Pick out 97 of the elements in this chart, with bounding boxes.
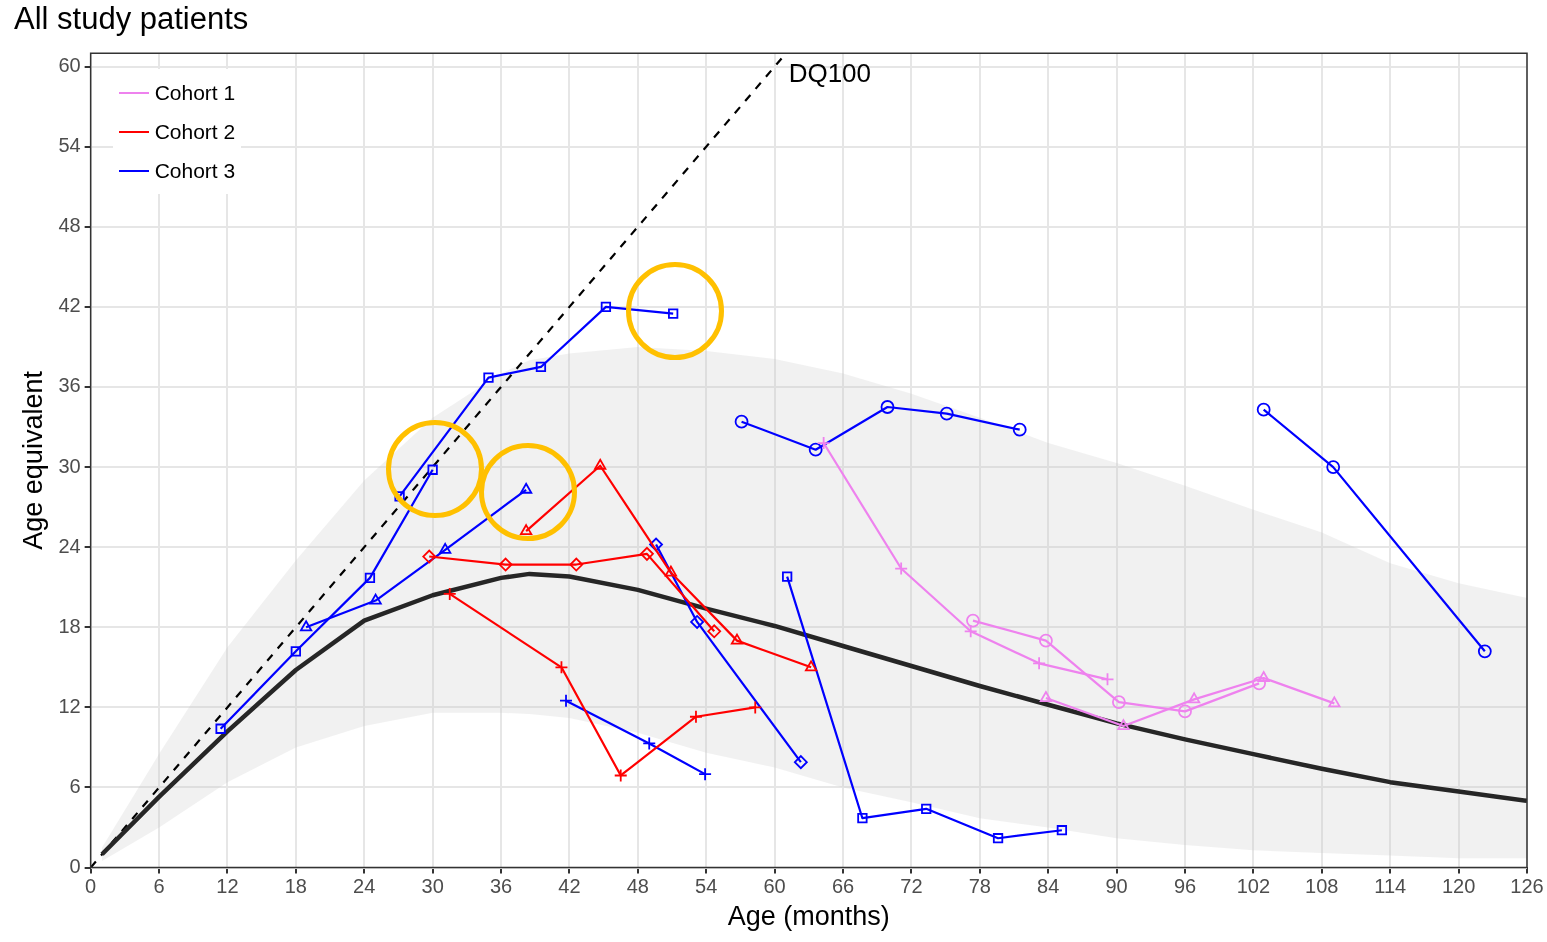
point: [483, 372, 494, 383]
point: [1039, 691, 1053, 702]
point: [1178, 704, 1192, 719]
point: [1188, 692, 1201, 704]
point: [1257, 671, 1270, 682]
legend-label: Cohort 3: [154, 158, 236, 185]
point: [1477, 644, 1492, 659]
point: [707, 624, 722, 639]
point: [857, 813, 868, 824]
point: [782, 571, 793, 582]
y-tick-label: 18: [58, 614, 81, 637]
x-tick-label: 48: [626, 875, 649, 898]
point: [422, 549, 437, 564]
x-axis-title: Age (months): [727, 901, 890, 932]
point: [1117, 719, 1130, 730]
point: [369, 593, 382, 605]
legend-label: Cohort 1: [154, 80, 236, 107]
point: [1056, 825, 1068, 836]
point: [364, 572, 376, 584]
annotation: DQ100: [788, 58, 872, 89]
point: [808, 442, 823, 457]
x-tick-label: 126: [1510, 875, 1544, 898]
chart-title: All study patients: [14, 1, 249, 37]
point: [569, 557, 584, 572]
point: [690, 615, 705, 629]
point: [290, 646, 301, 657]
point: [535, 361, 547, 373]
point: [642, 736, 657, 751]
point: [734, 414, 749, 429]
y-tick-label: 12: [58, 694, 81, 717]
x-tick-label: 114: [1374, 875, 1407, 898]
x-tick-label: 66: [831, 875, 855, 898]
y-tick-label: 48: [58, 214, 81, 237]
x-tick-label: 54: [695, 875, 718, 898]
y-tick-label: 0: [69, 855, 81, 878]
point: [1326, 460, 1341, 474]
point: [966, 613, 980, 628]
legend-label: Cohort 2: [154, 119, 236, 146]
point: [668, 308, 679, 319]
x-tick-label: 24: [353, 875, 376, 898]
x-tick-label: 90: [1105, 875, 1128, 898]
point: [300, 620, 313, 632]
y-axis-title: Age equivalent: [17, 370, 48, 550]
x-tick-label: 12: [216, 875, 239, 898]
point: [439, 542, 452, 554]
point: [1111, 695, 1126, 709]
point: [427, 464, 438, 475]
point: [748, 700, 763, 715]
point: [1039, 633, 1053, 648]
point: [554, 660, 569, 675]
x-tick-label: 102: [1236, 875, 1271, 898]
x-tick-label: 42: [558, 875, 581, 898]
point: [520, 524, 533, 536]
x-tick-label: 72: [900, 875, 923, 898]
point: [1252, 676, 1267, 691]
x-tick-label: 6: [153, 875, 165, 898]
point: [215, 723, 226, 734]
point: [805, 660, 818, 672]
point: [880, 400, 895, 414]
y-tick-label: 24: [58, 534, 81, 557]
point: [1328, 696, 1341, 708]
point: [963, 624, 978, 639]
x-tick-label: 0: [85, 875, 97, 898]
point: [520, 482, 533, 494]
x-tick-label: 108: [1305, 875, 1339, 898]
point: [921, 803, 932, 814]
x-tick-label: 30: [421, 875, 444, 898]
x-tick-label: 84: [1037, 875, 1060, 898]
point: [1012, 422, 1027, 437]
y-tick-label: 6: [69, 775, 81, 798]
y-tick-label: 36: [58, 374, 81, 397]
y-tick-label: 60: [58, 54, 81, 77]
point: [992, 833, 1004, 844]
point: [816, 436, 831, 450]
point: [600, 301, 612, 313]
x-tick-label: 60: [763, 875, 786, 898]
x-tick-label: 96: [1173, 875, 1197, 898]
y-tick-label: 42: [58, 294, 81, 317]
point: [442, 587, 457, 601]
x-tick-label: 78: [968, 875, 991, 898]
x-tick-label: 18: [284, 875, 307, 898]
x-tick-label: 120: [1441, 875, 1476, 898]
point: [894, 561, 909, 576]
point: [1100, 672, 1115, 687]
point: [613, 768, 628, 783]
point: [640, 546, 654, 561]
point: [498, 557, 513, 572]
y-tick-label: 54: [58, 134, 81, 157]
point: [730, 633, 744, 645]
point: [939, 406, 954, 421]
x-tick-label: 36: [489, 875, 513, 898]
y-tick-label: 30: [58, 454, 81, 477]
point: [793, 755, 808, 770]
point: [594, 458, 607, 470]
point: [1256, 402, 1271, 417]
point: [664, 565, 677, 577]
point: [649, 537, 663, 552]
